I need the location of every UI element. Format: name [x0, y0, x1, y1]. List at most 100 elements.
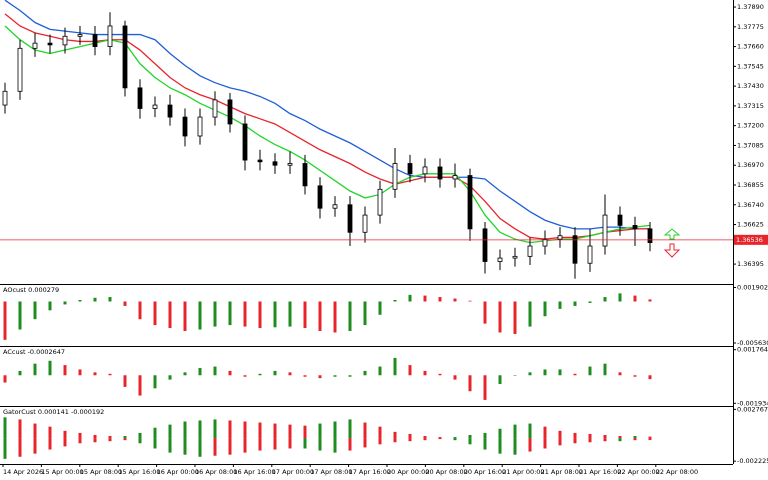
histogram-bar [618, 293, 622, 302]
y-tick-label: 1.37430 [737, 82, 764, 90]
histogram-bar [303, 375, 307, 377]
candle-body [152, 104, 158, 109]
candle-body [587, 245, 593, 264]
gator-bar [198, 438, 202, 457]
histogram-bar [78, 369, 82, 376]
histogram-bar [423, 370, 427, 376]
histogram-bar [633, 375, 637, 377]
y-tick-label: 0.0017641 [737, 346, 768, 354]
histogram-bar [48, 360, 52, 376]
histogram-bar [573, 373, 577, 376]
gator-bar [138, 432, 142, 439]
gator-bar [363, 422, 367, 439]
candle-body [242, 123, 248, 161]
gator-bar [393, 431, 397, 439]
histogram-bar [363, 370, 367, 376]
candle-body [167, 104, 173, 118]
candle-body [572, 235, 578, 264]
gator-bar [258, 438, 262, 451]
indicator-title: AOcust 0.000279 [3, 286, 59, 294]
gator-bar [588, 438, 592, 443]
gator-bar [273, 423, 277, 439]
candle-body [452, 175, 458, 180]
histogram-bar [378, 301, 382, 315]
candle-body [62, 35, 68, 46]
histogram-bar [303, 301, 307, 329]
candle-body [542, 238, 548, 247]
gator-bar [63, 438, 67, 447]
histogram-bar [138, 301, 142, 320]
x-tick-label: 16 Apr 00:00 [157, 468, 199, 476]
candle-body [362, 214, 368, 233]
gator-bar [588, 433, 592, 439]
histogram-bar [468, 375, 472, 392]
histogram-bar [558, 369, 562, 376]
histogram-bar [498, 301, 502, 333]
histogram-bar [33, 301, 37, 320]
current-price-label: 1.36536 [736, 236, 763, 244]
gator-bar [573, 432, 577, 439]
histogram-bar [528, 372, 532, 376]
histogram-bar [318, 301, 322, 331]
histogram-bar [558, 301, 562, 309]
candle-body [332, 204, 338, 209]
y-tick-label: 1.37545 [737, 62, 764, 70]
x-tick-label: 17 Apr 00:00 [272, 468, 314, 476]
gator-bar [333, 421, 337, 439]
frame [0, 0, 734, 465]
histogram-bar [408, 294, 412, 302]
y-tick-label: 1.37660 [737, 43, 764, 51]
y-tick-label: 1.36855 [737, 181, 764, 189]
x-tick-label: 20 Apr 00:00 [387, 468, 429, 476]
candle-body [512, 255, 518, 259]
gator-bar [618, 436, 622, 439]
y-tick-label: 1.37085 [737, 141, 764, 149]
candle-body [287, 163, 293, 166]
histogram-bar [588, 366, 592, 376]
gator-bar [378, 426, 382, 439]
sell-arrow [663, 243, 681, 258]
histogram-bar [573, 301, 577, 306]
histogram-bar [453, 298, 457, 302]
gator-bar [558, 430, 562, 439]
candle-body [32, 42, 38, 49]
gator-bar [288, 424, 292, 439]
x-tick-label: 20 Apr 16:00 [464, 468, 506, 476]
histogram-bar [228, 301, 232, 326]
gator-bar [408, 433, 412, 439]
gator-bar [648, 438, 652, 441]
y-tick-label: 1.36970 [737, 161, 764, 169]
candle-body [482, 228, 488, 262]
y-tick-label: 1.37315 [737, 102, 764, 110]
histogram-bar [363, 301, 367, 326]
candle-body [392, 163, 398, 190]
gator-bar [528, 423, 532, 439]
gator-bar [363, 438, 367, 448]
gator-bar [378, 438, 382, 445]
gator-bar [468, 438, 472, 445]
histogram-bar [528, 301, 532, 327]
gator-bar [558, 438, 562, 446]
gator-bar [18, 419, 22, 439]
histogram-bar [33, 363, 37, 376]
gator-bar [153, 438, 157, 449]
gator-bar [183, 438, 187, 455]
histogram-bar [258, 373, 262, 376]
gator-bar [48, 426, 52, 439]
gator-bar [453, 437, 457, 439]
histogram-bar [198, 301, 202, 330]
histogram-bar [498, 375, 502, 384]
histogram-bar [513, 301, 517, 334]
histogram-bar [648, 299, 652, 302]
y-tick-label: 1.36740 [737, 201, 764, 209]
gator-bar [438, 437, 442, 439]
indicator-title: ACcust -0.0002647 [3, 348, 65, 356]
gator-bar [483, 438, 487, 450]
gator-bar [93, 438, 97, 443]
candle-body [497, 257, 503, 262]
gator-bar [198, 420, 202, 439]
histogram-bar [438, 297, 442, 302]
histogram-bar [138, 375, 142, 396]
candle-body [302, 163, 308, 187]
